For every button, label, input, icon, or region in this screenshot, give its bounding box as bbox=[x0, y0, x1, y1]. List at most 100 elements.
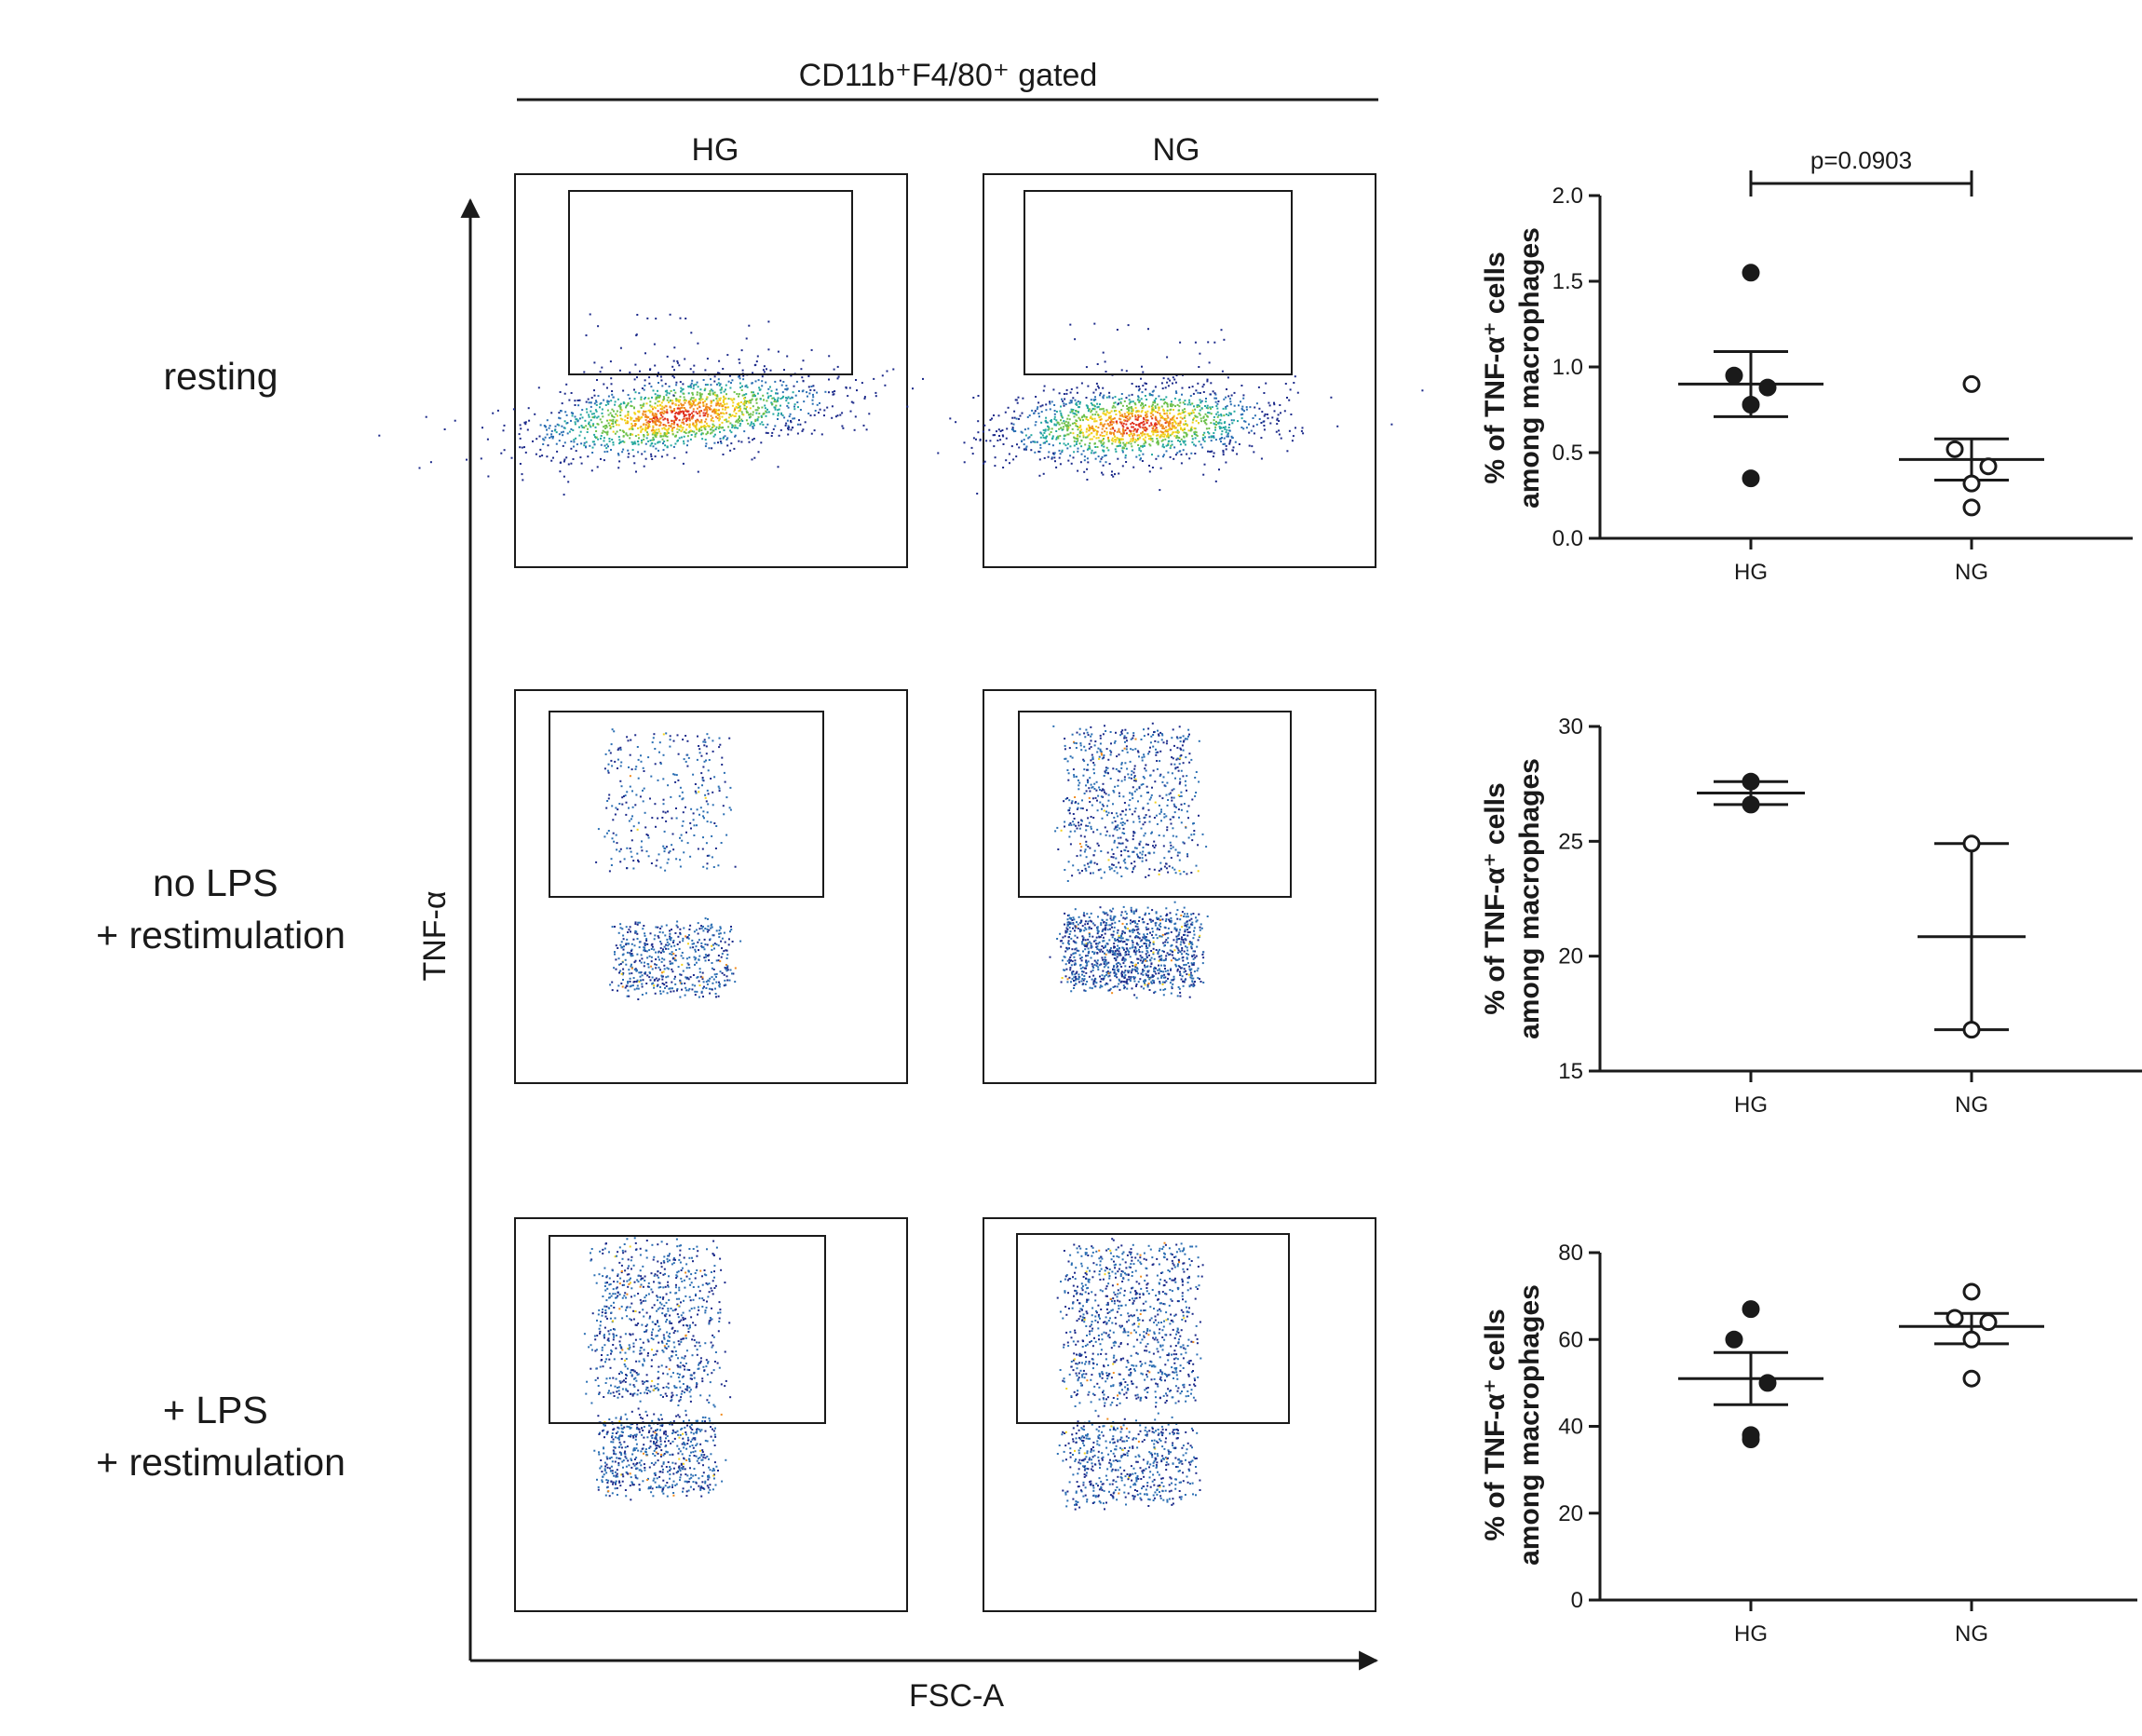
flow-event bbox=[1165, 932, 1168, 935]
flow-event bbox=[1170, 969, 1172, 971]
flow-event bbox=[1050, 431, 1052, 433]
flow-event bbox=[1092, 967, 1095, 969]
flow-event bbox=[1080, 439, 1083, 441]
flow-event bbox=[1151, 417, 1154, 420]
flow-event bbox=[1165, 907, 1168, 910]
flow-event bbox=[1167, 972, 1170, 975]
flow-event bbox=[625, 984, 628, 987]
flow-event bbox=[1114, 921, 1117, 924]
flow-event bbox=[1186, 953, 1188, 955]
flow-event bbox=[1146, 413, 1148, 415]
flow-event bbox=[1172, 422, 1174, 424]
flow-event bbox=[745, 419, 748, 422]
flow-event bbox=[745, 406, 748, 409]
flow-event bbox=[802, 359, 805, 362]
flow-event bbox=[1192, 957, 1195, 960]
flow-event bbox=[1161, 426, 1164, 428]
flow-event bbox=[737, 418, 739, 421]
flow-event bbox=[634, 921, 637, 924]
flow-event bbox=[728, 737, 731, 739]
flow-event bbox=[1188, 985, 1191, 988]
flow-event bbox=[706, 983, 709, 985]
flow-event bbox=[1165, 396, 1168, 399]
flow-event bbox=[1125, 953, 1128, 956]
flow-event bbox=[1160, 970, 1162, 972]
flow-event bbox=[753, 393, 756, 396]
flow-event bbox=[729, 930, 731, 933]
flow-event bbox=[651, 458, 654, 460]
flow-event bbox=[709, 393, 712, 396]
flow-event bbox=[637, 433, 640, 436]
flow-event bbox=[1070, 408, 1073, 411]
flow-event bbox=[1226, 428, 1228, 431]
flow-event bbox=[790, 428, 793, 431]
flow-event bbox=[653, 439, 655, 441]
flow-event bbox=[667, 975, 670, 978]
flow-event bbox=[657, 983, 659, 986]
flow-event bbox=[1171, 417, 1173, 419]
flow-event bbox=[1155, 967, 1157, 970]
flow-event bbox=[724, 408, 726, 411]
flow-event bbox=[1071, 422, 1074, 425]
flow-event bbox=[1144, 428, 1146, 431]
flow-event bbox=[1148, 425, 1151, 427]
flow-event bbox=[1091, 403, 1093, 406]
flow-event bbox=[727, 943, 730, 946]
flow-event bbox=[645, 950, 648, 953]
flow-event bbox=[706, 943, 709, 946]
flow-event bbox=[1083, 455, 1086, 458]
flow-event bbox=[597, 325, 600, 328]
flow-event bbox=[681, 404, 684, 407]
flow-event bbox=[614, 400, 617, 403]
flow-event bbox=[1162, 377, 1165, 380]
flow-event bbox=[1169, 428, 1172, 431]
flow-event bbox=[700, 410, 702, 413]
flow-event bbox=[1144, 979, 1146, 982]
flow-event bbox=[581, 426, 584, 428]
flow-event bbox=[585, 408, 588, 411]
flow-event bbox=[1202, 383, 1205, 386]
flow-event bbox=[725, 412, 728, 414]
flow-event bbox=[670, 990, 672, 993]
flow-event bbox=[1202, 415, 1205, 418]
flow-event bbox=[1153, 991, 1156, 994]
flow-event bbox=[793, 403, 796, 406]
flow-event bbox=[1106, 983, 1109, 985]
flow-event bbox=[1191, 963, 1194, 966]
flow-event bbox=[716, 413, 719, 415]
flow-event bbox=[707, 917, 709, 920]
flow-event bbox=[793, 405, 795, 408]
flow-event bbox=[641, 849, 644, 852]
flow-event bbox=[637, 443, 640, 446]
flow-event bbox=[1207, 412, 1210, 414]
flow-event bbox=[1049, 408, 1051, 411]
flow-event bbox=[874, 391, 877, 394]
flow-event bbox=[693, 943, 695, 945]
flow-event bbox=[692, 812, 695, 815]
flow-event bbox=[1069, 454, 1072, 457]
flow-event bbox=[1115, 420, 1118, 423]
flow-event bbox=[1156, 916, 1158, 919]
flow-event bbox=[654, 748, 657, 750]
flow-event bbox=[1112, 427, 1115, 430]
flow-event bbox=[1163, 446, 1165, 449]
flow-event bbox=[1072, 923, 1075, 926]
flow-event bbox=[718, 932, 721, 935]
flow-event bbox=[644, 398, 646, 400]
flow-event bbox=[672, 940, 675, 942]
flow-event bbox=[714, 408, 717, 411]
flow-event bbox=[1155, 417, 1158, 420]
flow-event bbox=[1172, 403, 1174, 406]
flow-event bbox=[724, 406, 726, 409]
flow-event bbox=[1078, 954, 1081, 956]
flow-event bbox=[1132, 941, 1134, 943]
flow-event bbox=[641, 957, 644, 960]
flow-event bbox=[607, 830, 610, 832]
flow-event bbox=[1146, 970, 1149, 973]
flow-event bbox=[1390, 423, 1393, 426]
flow-event bbox=[1202, 951, 1204, 954]
flow-event bbox=[705, 442, 708, 445]
flow-event bbox=[630, 404, 632, 407]
flow-event bbox=[1202, 416, 1205, 419]
flow-event bbox=[1121, 937, 1124, 940]
